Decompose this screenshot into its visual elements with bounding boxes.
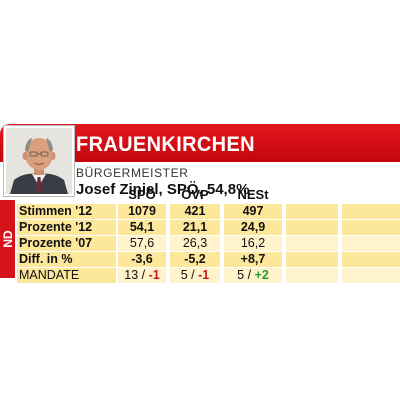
seats-change: +2 bbox=[254, 268, 269, 282]
seats-change: -1 bbox=[198, 268, 210, 282]
mayor-role-label: BÜRGERMEISTER bbox=[76, 166, 189, 180]
seats-change: -1 bbox=[148, 268, 160, 282]
municipality-title: FRAUENKIRCHEN bbox=[76, 133, 255, 156]
seats-value: 13 bbox=[124, 268, 139, 282]
separator: / bbox=[247, 268, 252, 282]
cell-spo: -3,6 bbox=[131, 252, 153, 266]
cell-spo: 1079 bbox=[128, 204, 156, 218]
column-headers: SPÖ ÖVP NESt bbox=[0, 187, 400, 203]
cell-nest: +8,7 bbox=[240, 252, 266, 266]
column-header-spo: SPÖ bbox=[128, 187, 156, 202]
table-row: Stimmen '12 1079 421 497 bbox=[17, 204, 400, 219]
row-label: Prozente '12 bbox=[19, 220, 93, 234]
portrait-image bbox=[6, 128, 72, 194]
row-label: Diff. in % bbox=[19, 252, 73, 266]
column-header-ovp: ÖVP bbox=[181, 187, 209, 202]
cell-nest: 24,9 bbox=[240, 220, 266, 234]
table-row: Prozente '07 57,6 26,3 16,2 bbox=[17, 236, 400, 251]
separator: / bbox=[191, 268, 195, 282]
district-label: ND bbox=[0, 230, 15, 248]
table-row: Diff. in % -3,6 -5,2 +8,7 bbox=[17, 252, 400, 267]
seats-value: 5 bbox=[180, 268, 188, 282]
row-label: MANDATE bbox=[19, 268, 80, 282]
cell-ovp: 421 bbox=[184, 204, 206, 218]
cell-ovp: 26,3 bbox=[182, 236, 208, 250]
table-row: Prozente '12 54,1 21,1 24,9 bbox=[17, 220, 400, 235]
mayor-photo bbox=[4, 126, 74, 196]
election-result-card: FRAUENKIRCHEN BÜRGERMEISTE bbox=[0, 118, 400, 284]
cell-ovp: 5 / -1 bbox=[170, 268, 220, 283]
mayor-name: Josef Ziniel, SPÖ, 54,8% bbox=[76, 181, 250, 198]
cell-nest: 5 / +2 bbox=[224, 268, 282, 283]
cell-spo: 13 / -1 bbox=[118, 268, 166, 283]
cell-ovp: 21,1 bbox=[182, 220, 208, 234]
table-row: MANDATE 13 / -1 5 / -1 5 / +2 bbox=[17, 268, 400, 283]
row-label: Stimmen '12 bbox=[19, 204, 93, 218]
cell-spo: 54,1 bbox=[129, 220, 155, 234]
seats-value: 5 bbox=[237, 268, 245, 282]
column-header-nest: NESt bbox=[237, 187, 269, 202]
cell-nest: 16,2 bbox=[240, 236, 266, 250]
row-label: Prozente '07 bbox=[19, 236, 93, 250]
cell-ovp: -5,2 bbox=[184, 252, 206, 266]
cell-spo: 57,6 bbox=[129, 236, 155, 250]
district-tab: ND bbox=[0, 200, 15, 278]
results-table: Stimmen '12 1079 421 497 Prozente '12 54… bbox=[17, 204, 400, 284]
separator: / bbox=[141, 268, 146, 282]
cell-nest: 497 bbox=[242, 204, 264, 218]
